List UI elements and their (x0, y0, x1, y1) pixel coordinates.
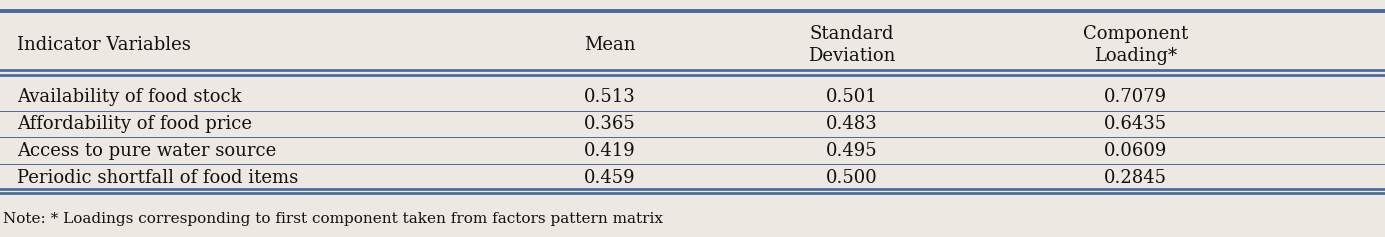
Text: 0.0609: 0.0609 (1104, 142, 1168, 160)
Text: 0.459: 0.459 (583, 169, 636, 187)
Text: Indicator Variables: Indicator Variables (17, 36, 191, 54)
Text: 0.500: 0.500 (825, 169, 878, 187)
Text: 0.495: 0.495 (825, 142, 878, 160)
Text: Mean: Mean (583, 36, 636, 54)
Text: 0.2845: 0.2845 (1104, 169, 1168, 187)
Text: 0.483: 0.483 (825, 115, 878, 133)
Text: 0.513: 0.513 (583, 88, 636, 106)
Text: Access to pure water source: Access to pure water source (17, 142, 276, 160)
Text: 0.7079: 0.7079 (1104, 88, 1168, 106)
Text: Periodic shortfall of food items: Periodic shortfall of food items (17, 169, 298, 187)
Text: Standard
Deviation: Standard Deviation (807, 25, 896, 65)
Text: 0.419: 0.419 (583, 142, 636, 160)
Text: 0.6435: 0.6435 (1104, 115, 1168, 133)
Text: Availability of food stock: Availability of food stock (17, 88, 241, 106)
Text: 0.501: 0.501 (825, 88, 878, 106)
Text: 0.365: 0.365 (583, 115, 636, 133)
Text: Component
Loading*: Component Loading* (1083, 25, 1188, 65)
Text: Note: * Loadings corresponding to first component taken from factors pattern mat: Note: * Loadings corresponding to first … (3, 212, 663, 226)
Text: Affordability of food price: Affordability of food price (17, 115, 252, 133)
